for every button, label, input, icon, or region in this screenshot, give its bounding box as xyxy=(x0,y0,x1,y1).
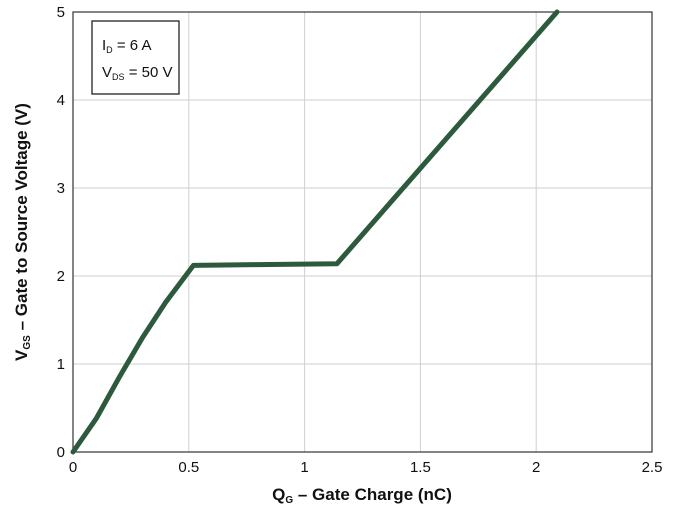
y-tick-label: 3 xyxy=(57,180,65,197)
series-line-vgs-vs-qg xyxy=(70,9,560,455)
x-tick-label: 1.5 xyxy=(410,459,431,476)
condition-annotation-box: ID = 6 A VDS = 50 V xyxy=(91,20,180,95)
annotation-box-frame xyxy=(91,20,180,95)
x-tick-label: 0.5 xyxy=(178,459,199,476)
annotation-line-1-rest: = 6 A xyxy=(113,37,152,54)
plot-area-frame xyxy=(72,11,653,453)
y-axis-label: VGS – Gate to Source Voltage (V) xyxy=(12,103,33,361)
y-axis-label-rest: – Gate to Source Voltage (V) xyxy=(12,103,31,335)
y-tick-label: 2 xyxy=(57,268,65,285)
y-axis-label-main: V xyxy=(12,349,31,361)
y-tick-label: 0 xyxy=(57,444,65,461)
x-tick-label: 0 xyxy=(69,459,77,476)
y-tick-label: 1 xyxy=(57,356,65,373)
y-axis-label-sub: GS xyxy=(22,335,33,350)
grid xyxy=(73,12,652,452)
annotation-line-1-sub: D xyxy=(106,45,113,55)
annotation-line-2-rest: = 50 V xyxy=(125,64,173,81)
x-axis-label-rest: – Gate Charge (nC) xyxy=(293,485,452,504)
x-tick-label: 2 xyxy=(532,459,540,476)
x-tick-label: 1 xyxy=(300,459,308,476)
y-tick-label: 5 xyxy=(57,4,65,21)
y-tick-label: 4 xyxy=(57,92,65,109)
annotation-line-2: VDS = 50 V xyxy=(102,64,172,82)
annotation-line-1-main: I xyxy=(102,37,106,54)
x-tick-label: 2.5 xyxy=(642,459,663,476)
x-axis-label-sub: G xyxy=(285,495,293,506)
x-axis-label: QG – Gate Charge (nC) xyxy=(272,485,452,506)
y-axis-ticks: 0 1 2 3 4 5 xyxy=(57,4,65,461)
annotation-line-1: ID = 6 A xyxy=(102,37,151,55)
series-layer xyxy=(70,9,560,455)
annotation-line-2-main: V xyxy=(102,64,112,81)
x-axis-label-main: Q xyxy=(272,485,285,504)
annotation-line-2-sub: DS xyxy=(112,72,125,82)
x-axis-ticks: 0 0.5 1 1.5 2 2.5 xyxy=(69,459,663,476)
